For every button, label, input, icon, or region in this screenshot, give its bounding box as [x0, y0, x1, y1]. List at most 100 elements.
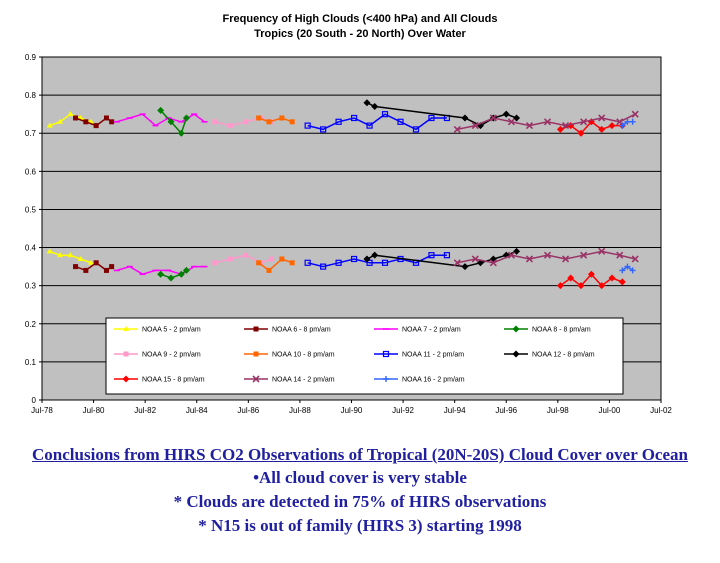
legend-label: NOAA 15 - 8 pm/am	[142, 377, 205, 384]
data-point	[619, 267, 626, 274]
series-line-all	[307, 113, 447, 131]
series-3	[113, 113, 208, 276]
data-point	[598, 114, 606, 122]
series-2	[73, 115, 115, 273]
data-point	[381, 259, 389, 266]
data-point	[461, 114, 469, 122]
data-point	[624, 263, 631, 270]
data-point	[598, 125, 606, 133]
data-point	[461, 263, 469, 271]
data-point	[631, 255, 639, 263]
data-point	[256, 260, 262, 266]
data-point	[363, 255, 371, 263]
y-tick-label: 0.1	[25, 358, 37, 367]
data-point	[122, 375, 130, 383]
y-tick-label: 0.3	[25, 282, 37, 291]
data-point	[382, 350, 390, 358]
data-point	[83, 119, 89, 125]
data-point	[507, 251, 515, 259]
data-point	[258, 260, 264, 266]
legend-label: NOAA 12 - 8 pm/am	[532, 352, 595, 359]
y-tick-label: 0.4	[25, 244, 37, 253]
x-tick-label: Jul-86	[237, 406, 259, 415]
data-point	[587, 270, 595, 278]
data-point	[525, 122, 534, 130]
data-point	[279, 256, 285, 262]
data-point	[608, 122, 616, 130]
x-tick-label: Jul-88	[289, 406, 311, 415]
data-point	[350, 255, 358, 263]
x-tick-label: Jul-94	[444, 406, 466, 415]
data-point	[73, 115, 79, 121]
series-10	[453, 110, 639, 267]
legend-item-4: NOAA 8 - 8 pm/am	[504, 325, 591, 334]
x-tick-label: Jul-80	[83, 406, 105, 415]
data-point	[567, 274, 575, 282]
data-point	[93, 123, 99, 129]
data-point	[46, 248, 53, 254]
data-point	[350, 114, 358, 122]
data-point	[608, 274, 616, 282]
data-point	[103, 267, 109, 273]
data-point	[269, 256, 275, 262]
y-tick-label: 0	[32, 396, 37, 405]
series-6	[256, 115, 295, 273]
data-point	[489, 114, 497, 122]
data-point	[67, 111, 74, 117]
data-point	[83, 267, 89, 273]
series-11	[619, 118, 636, 274]
legend-item-11: NOAA 16 - 2 pm/am	[374, 376, 465, 384]
data-point	[629, 118, 636, 125]
legend-label: NOAA 9 - 2 pm/am	[142, 352, 201, 359]
data-point	[165, 269, 172, 272]
series-group	[46, 99, 639, 290]
x-tick-label: Jul-00	[599, 406, 621, 415]
data-point	[320, 263, 327, 270]
legend-item-5: NOAA 9 - 2 pm/am	[114, 351, 201, 359]
data-point	[304, 259, 311, 266]
data-point	[304, 122, 311, 129]
legend-item-9: NOAA 15 - 8 pm/am	[114, 375, 205, 384]
legend-label: NOAA 14 - 2 pm/am	[272, 377, 335, 384]
data-point	[543, 118, 552, 126]
data-point	[577, 129, 585, 137]
legend-item-6: NOAA 10 - 8 pm/am	[244, 351, 335, 359]
data-point	[152, 269, 159, 272]
data-point	[182, 114, 190, 122]
legend-item-3: NOAA 7 - 2 pm/am	[374, 327, 461, 334]
data-point	[320, 126, 327, 133]
series-line-high	[258, 258, 293, 272]
data-point	[212, 260, 218, 266]
data-point	[126, 265, 133, 268]
data-point	[629, 267, 636, 274]
data-point	[227, 256, 233, 262]
data-point	[512, 325, 520, 333]
cloud-frequency-chart: 0 0.1 0.2 0.3 0.4 0.5 0.6 0.7 0.8 0.9 Jul-78 Jul-8…	[25, 53, 673, 415]
x-tick-label: Jul-92	[392, 406, 414, 415]
data-point	[103, 115, 109, 121]
series-line-all	[160, 109, 188, 135]
chart-title-line1: Frequency of High Clouds (<400 hPa) and …	[222, 13, 498, 25]
y-tick-label: 0.2	[25, 320, 37, 329]
legend-label: NOAA 11 - 2 pm/am	[402, 352, 464, 359]
data-point	[371, 103, 379, 111]
data-point	[366, 259, 373, 266]
data-point	[471, 255, 479, 263]
x-tick-label: Jul-98	[547, 406, 569, 415]
data-point	[428, 114, 435, 122]
data-point	[363, 99, 371, 107]
data-point	[139, 113, 146, 115]
data-point	[123, 326, 129, 331]
data-point	[543, 251, 552, 259]
data-point	[201, 120, 208, 123]
data-point	[57, 252, 64, 258]
series-4	[157, 106, 190, 282]
legend-label: NOAA 6 - 8 pm/am	[272, 327, 331, 334]
data-point	[412, 126, 420, 133]
x-tick-label: Jul-78	[31, 406, 53, 415]
data-point	[253, 326, 259, 332]
y-axis-ticks: 0 0.1 0.2 0.3 0.4 0.5 0.6 0.7 0.8 0.9	[25, 53, 42, 405]
data-point	[562, 255, 570, 263]
conclusion-bullet-2: * Clouds are detected in 75% of HIRS obs…	[173, 492, 547, 511]
data-point	[77, 255, 84, 261]
